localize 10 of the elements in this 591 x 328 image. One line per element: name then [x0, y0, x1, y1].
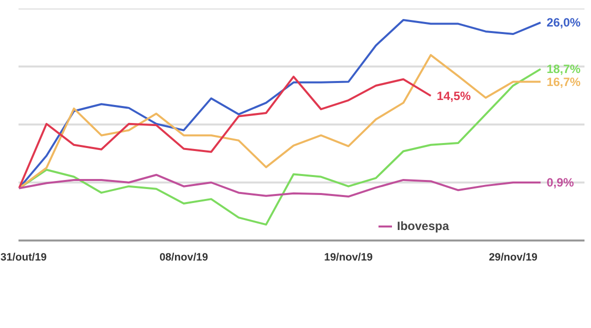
- legend-label: Ibovespa: [397, 219, 450, 233]
- data-label: 26,0%: [546, 16, 581, 30]
- x-tick-label: 31/out/19: [0, 252, 47, 264]
- data-label: 18,7%: [546, 62, 581, 76]
- x-tick-label: 19/nov/19: [324, 252, 373, 264]
- data-label: 14,5%: [436, 88, 472, 103]
- data-label: 0,9%: [546, 176, 574, 190]
- x-tick-label: 08/nov/19: [159, 252, 208, 264]
- data-label: 16,7%: [546, 74, 581, 89]
- x-tick-label: 29/nov/19: [488, 252, 538, 264]
